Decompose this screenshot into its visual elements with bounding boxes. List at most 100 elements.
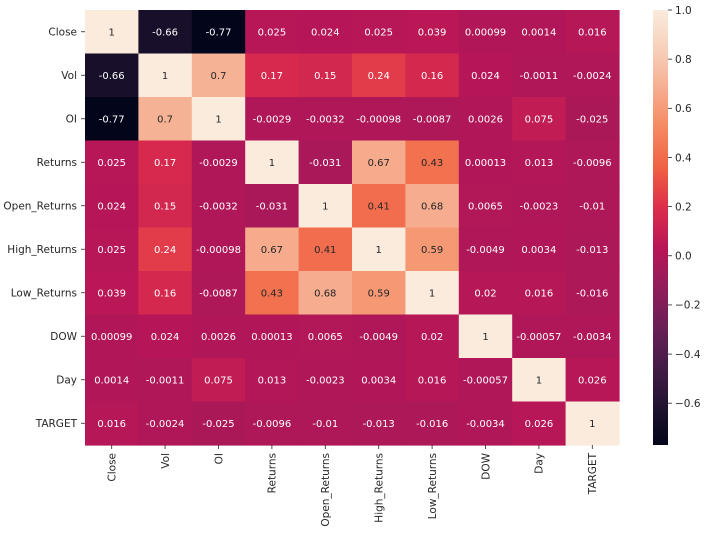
cell-value-label: 0.24	[154, 245, 176, 256]
heatmap-cell-1-8	[512, 53, 567, 98]
cell-value-label: 1	[536, 375, 542, 386]
heatmap-cell-0-7	[458, 10, 513, 55]
x-tick-label: TARGET	[587, 452, 599, 495]
heatmap-cell-6-5	[352, 271, 406, 316]
heatmap-cell-7-8	[512, 314, 567, 359]
heatmap-cell-5-5	[352, 227, 406, 272]
heatmap-cell-8-3	[245, 358, 300, 403]
cell-value-label: -0.0096	[573, 158, 612, 169]
cell-value-label: 0.67	[368, 158, 390, 169]
colorbar-tick-label: 0.8	[675, 54, 692, 66]
cell-value-label: -0.0023	[306, 375, 345, 386]
cell-value-label: 0.02	[474, 288, 496, 299]
cell-value-label: -0.01	[312, 419, 338, 430]
heatmap-cell-8-8	[512, 358, 567, 403]
heatmap-cell-3-2	[191, 140, 246, 185]
cell-value-label: -0.66	[152, 27, 178, 38]
cell-value-label: 0.7	[211, 71, 227, 82]
cell-value-label: -0.013	[363, 419, 395, 430]
cell-value-label: 1	[162, 71, 168, 82]
cell-value-label: -0.0034	[573, 332, 612, 343]
heatmap-cell-4-5	[352, 184, 406, 229]
cell-value-label: 0.024	[97, 201, 126, 212]
cell-value-label: 1	[215, 114, 221, 125]
colorbar-tick-label: 0.0	[675, 251, 692, 263]
heatmap-cell-2-3	[245, 97, 300, 142]
x-tick-label: Low_Returns	[427, 453, 439, 519]
heatmap-cell-9-5	[352, 401, 406, 446]
heatmap-cell-1-7	[458, 53, 513, 98]
heatmap-cell-7-9	[565, 314, 620, 359]
cell-value-label: -0.0024	[146, 419, 185, 430]
heatmap-cells: 1 -0.66 -0.77 0.025 0.024 0.025 0.039 0.00099 0.…	[85, 10, 620, 446]
cell-value-label: -0.0029	[253, 114, 292, 125]
heatmap-cell-0-9	[565, 10, 620, 55]
heatmap-cell-6-7	[458, 271, 513, 316]
cell-value-label: -0.0011	[520, 71, 559, 82]
heatmap-cell-2-0	[85, 97, 139, 142]
heatmap-cell-8-1	[138, 358, 193, 403]
cell-value-label: 1	[269, 158, 275, 169]
heatmap-cell-3-3	[245, 140, 300, 185]
cell-value-label: 0.68	[314, 288, 336, 299]
heatmap-cell-3-7	[458, 140, 513, 185]
cell-value-label: 0.025	[97, 245, 126, 256]
heatmap-cell-6-6	[405, 271, 460, 316]
heatmap-cell-2-1	[138, 97, 193, 142]
cell-value-label: 0.0034	[361, 375, 396, 386]
cell-value-label: 0.026	[578, 375, 607, 386]
heatmap-cell-0-2	[191, 10, 246, 55]
cell-value-label: 0.43	[261, 288, 283, 299]
cell-value-label: -0.0032	[306, 114, 345, 125]
cell-value-label: 0.075	[525, 114, 554, 125]
cell-value-label: 0.41	[314, 245, 336, 256]
colorbar-tick-label: 0.2	[675, 201, 692, 213]
colorbar-tick-label: 1.0	[675, 5, 692, 17]
cell-value-label: 0.02	[421, 332, 443, 343]
heatmap-cell-4-2	[191, 184, 246, 229]
cell-value-label: 0.59	[421, 245, 443, 256]
heatmap-cell-1-9	[565, 53, 620, 98]
heatmap-cell-8-5	[352, 358, 406, 403]
cell-value-label: 0.7	[157, 114, 173, 125]
cell-value-label: 0.15	[314, 71, 336, 82]
heatmap-cell-5-7	[458, 227, 513, 272]
heatmap-cell-3-8	[512, 140, 567, 185]
cell-value-label: 0.0014	[521, 27, 556, 38]
heatmap-cell-2-4	[298, 97, 353, 142]
heatmap-cell-1-1	[138, 53, 193, 98]
heatmap-cell-8-7	[458, 358, 513, 403]
heatmap-cell-0-4	[298, 10, 353, 55]
cell-value-label: 0.016	[418, 375, 447, 386]
colorbar-tick-label: −0.2	[675, 300, 701, 312]
heatmap-cell-4-0	[85, 184, 139, 229]
heatmap-cell-8-6	[405, 358, 460, 403]
heatmap-cell-6-4	[298, 271, 353, 316]
heatmap-cell-7-7	[458, 314, 513, 359]
cell-value-label: 0.013	[525, 158, 554, 169]
heatmap-cell-0-0	[85, 10, 139, 55]
heatmap-cell-7-1	[138, 314, 193, 359]
heatmap-cell-9-2	[191, 401, 246, 446]
heatmap-cell-1-5	[352, 53, 406, 98]
heatmap-cell-5-0	[85, 227, 139, 272]
heatmap-cell-5-8	[512, 227, 567, 272]
cell-value-label: 0.026	[525, 419, 554, 430]
heatmap-cell-2-6	[405, 97, 460, 142]
cell-value-label: 0.00013	[465, 158, 506, 169]
heatmap-cell-6-8	[512, 271, 567, 316]
cell-value-label: 0.67	[261, 245, 283, 256]
cell-value-label: -0.031	[256, 201, 288, 212]
cell-value-label: 0.016	[525, 288, 554, 299]
heatmap-cell-4-4	[298, 184, 353, 229]
heatmap-cell-0-3	[245, 10, 300, 55]
cell-value-label: -0.0096	[253, 419, 292, 430]
cell-value-label: 0.0034	[521, 245, 556, 256]
cell-value-label: 0.0026	[468, 114, 503, 125]
heatmap-cell-9-1	[138, 401, 193, 446]
cell-value-label: 0.024	[471, 71, 500, 82]
cell-value-label: 1	[429, 288, 435, 299]
y-tick-label: Returns	[37, 157, 77, 169]
cell-value-label: -0.0011	[146, 375, 185, 386]
